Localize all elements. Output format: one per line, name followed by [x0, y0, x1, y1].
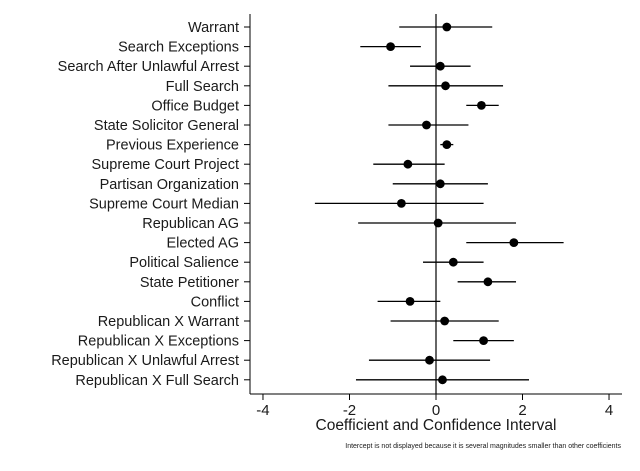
- y-tick-label-15: Republican X Warrant: [98, 314, 239, 330]
- estimate-point-9: [396, 199, 406, 208]
- y-tick-label-14: Conflict: [191, 294, 239, 310]
- estimate-point-8: [435, 179, 445, 189]
- chart-footnote: Intercept is not displayed because it is…: [345, 443, 621, 450]
- estimate-point-5: [422, 120, 431, 130]
- estimate-point-10: [433, 218, 443, 228]
- estimate-point-13: [483, 277, 493, 287]
- y-tick-label-6: Previous Experience: [106, 138, 239, 154]
- estimate-point-2: [435, 61, 445, 71]
- y-tick-label-18: Republican X Full Search: [75, 373, 239, 389]
- x-tick-label-2: 0: [432, 402, 440, 419]
- estimate-point-0: [442, 22, 452, 32]
- y-tick-label-0: Warrant: [188, 20, 239, 36]
- y-tick-label-8: Partisan Organization: [100, 177, 239, 193]
- estimate-point-3: [441, 81, 450, 91]
- y-tick-label-7: Supreme Court Project: [92, 157, 239, 173]
- estimate-point-4: [477, 101, 486, 110]
- y-tick-label-17: Republican X Unlawful Arrest: [51, 353, 239, 369]
- x-tick-label-4: 4: [605, 402, 613, 419]
- x-tick-label-0: -4: [256, 402, 269, 419]
- y-tick-label-1: Search Exceptions: [118, 40, 239, 56]
- y-tick-label-10: Republican AG: [142, 216, 239, 232]
- y-tick-label-16: Republican X Exceptions: [78, 334, 239, 350]
- estimate-point-14: [405, 297, 415, 306]
- y-tick-label-12: Political Salience: [129, 255, 239, 271]
- y-tick-label-9: Supreme Court Median: [89, 196, 239, 212]
- estimate-point-15: [440, 316, 450, 326]
- y-tick-label-4: Office Budget: [151, 98, 239, 114]
- y-tick-label-13: State Petitioner: [140, 275, 239, 291]
- x-axis-label: Coefficient and Confidence Interval: [316, 417, 557, 434]
- y-tick-label-2: Search After Unlawful Arrest: [58, 59, 239, 75]
- estimate-point-17: [425, 355, 434, 365]
- plot-area: -4 -2 0 2 4 Warrant Search Exceptions Search Af…: [51, 14, 622, 419]
- estimate-point-11: [509, 238, 519, 248]
- y-tick-label-5: State Solicitor General: [94, 118, 239, 134]
- x-tick-label-1: -2: [343, 402, 356, 419]
- y-tick-label-3: Full Search: [166, 79, 239, 95]
- x-tick-label-3: 2: [518, 402, 526, 419]
- estimate-point-16: [479, 336, 488, 345]
- y-tick-label-11: Elected AG: [166, 236, 239, 252]
- estimate-point-12: [448, 257, 458, 267]
- estimate-point-7: [403, 159, 413, 169]
- estimate-point-18: [438, 375, 447, 385]
- estimate-point-1: [386, 42, 395, 51]
- estimate-point-6: [442, 140, 452, 150]
